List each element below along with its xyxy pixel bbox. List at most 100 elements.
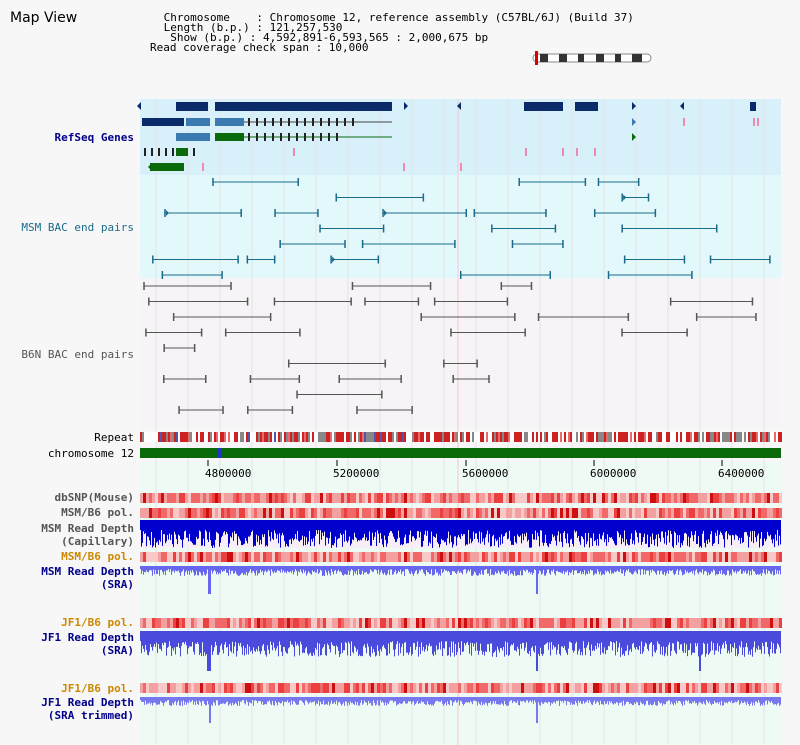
read-depth-bar [188,631,189,649]
read-depth-bar [748,697,749,704]
read-depth-bar [504,566,505,574]
variant-density-cell [497,493,500,503]
variant-density-cell [668,683,671,693]
read-depth-bar [612,631,613,651]
read-depth-bar [226,520,227,532]
read-depth-bar [696,697,697,703]
repeat-feature [310,432,312,442]
read-depth-bar [279,520,280,534]
read-depth-bar [681,697,682,704]
variant-density-cell [395,618,398,628]
read-depth-bar [742,566,743,574]
read-depth-bar [370,520,371,546]
track-label-b6n-bac[interactable]: B6N BAC end pairs [21,348,134,361]
variant-density-cell [419,493,422,503]
read-depth-bar [554,697,555,702]
track-label-jf1-pol[interactable]: JF1/B6 pol. [61,616,134,629]
read-depth-bar [506,697,507,706]
read-depth-bar [253,631,254,648]
repeat-feature [162,432,164,442]
read-depth-bar [368,520,369,541]
track-label-repeat[interactable]: Repeat [94,431,134,444]
read-depth-bar [704,566,705,572]
repeat-feature [262,432,264,442]
read-depth-bar [733,520,734,536]
read-depth-bar [250,566,251,570]
read-depth-bar [539,697,540,705]
variant-density-cell [635,493,638,503]
read-depth-bar [687,566,688,572]
read-depth-bar [158,631,159,645]
read-depth-bar [379,631,380,656]
read-depth-bar [775,697,776,704]
read-depth-bar [549,697,550,702]
variant-density-cell [521,493,524,503]
read-depth-bar [763,697,764,703]
read-depth-bar [140,631,141,642]
read-depth-bar [711,631,712,642]
read-depth-bar [473,631,474,647]
track-label-msm-bac[interactable]: MSM BAC end pairs [21,221,134,234]
repeat-feature [180,432,182,442]
read-depth-bar [345,520,346,531]
variant-density-cell [158,683,161,693]
read-depth-bar [463,520,464,535]
read-depth-bar [419,697,420,703]
read-depth-bar [647,566,648,571]
read-depth-bar [495,566,496,572]
read-depth-bar [488,566,489,574]
repeat-feature [200,432,202,442]
variant-density-cell [674,683,677,693]
track-label-jf1-trimmed[interactable]: JF1 Read Depth [41,696,134,709]
read-depth-bar [288,631,289,649]
read-depth-bar [240,697,241,702]
read-depth-bar [212,566,213,574]
read-depth-bar [697,697,698,706]
variant-density-cell [383,508,386,518]
variant-density-cell [200,552,203,562]
read-depth-bar [547,631,548,643]
read-depth-bar [272,631,273,651]
read-depth-bar [210,631,211,671]
variant-density-cell [611,493,614,503]
read-depth-bar [567,520,568,534]
track-label-msm-pol-2[interactable]: MSM/B6 pol. [61,550,134,563]
read-depth-bar [483,631,484,652]
track-label-msm-sra[interactable]: MSM Read Depth [41,565,134,578]
read-depth-bar [573,697,574,705]
variant-density-cell [773,493,776,503]
repeat-feature [348,432,350,442]
read-depth-bar [262,520,263,535]
read-depth-bar [466,697,467,703]
variant-density-cell [653,493,656,503]
read-depth-bar [280,520,281,548]
read-depth-bar [426,520,427,536]
read-depth-bar [443,566,444,572]
read-depth-bar [406,566,407,570]
track-label-refseq[interactable]: RefSeq Genes [54,131,134,144]
read-depth-bar [585,566,586,576]
read-depth-bar [309,631,310,654]
read-depth-bar [199,520,200,531]
read-depth-bar [747,520,748,536]
variant-density-cell [398,508,401,518]
track-label-dbsnp[interactable]: dbSNP(Mouse) [54,491,134,504]
variant-density-cell [335,618,338,628]
read-depth-bar [370,697,371,703]
track-label-jf1-pol-2[interactable]: JF1/B6 pol. [61,682,134,695]
read-depth-bar [509,697,510,702]
track-label-msm-depth-capillary[interactable]: MSM Read Depth [41,522,134,535]
track-label-jf1-sra[interactable]: JF1 Read Depth [41,631,134,644]
read-depth-bar [183,697,184,701]
read-depth-bar [739,631,740,646]
variant-density-cell [524,618,527,628]
read-depth-bar [378,697,379,706]
read-depth-bar [673,520,674,548]
read-depth-bar [549,631,550,643]
repeat-feature [630,432,632,442]
read-depth-bar [330,697,331,704]
track-label-msm-pol[interactable]: MSM/B6 pol. [61,506,134,519]
read-depth-bar [230,520,231,537]
read-depth-bar [436,566,437,573]
